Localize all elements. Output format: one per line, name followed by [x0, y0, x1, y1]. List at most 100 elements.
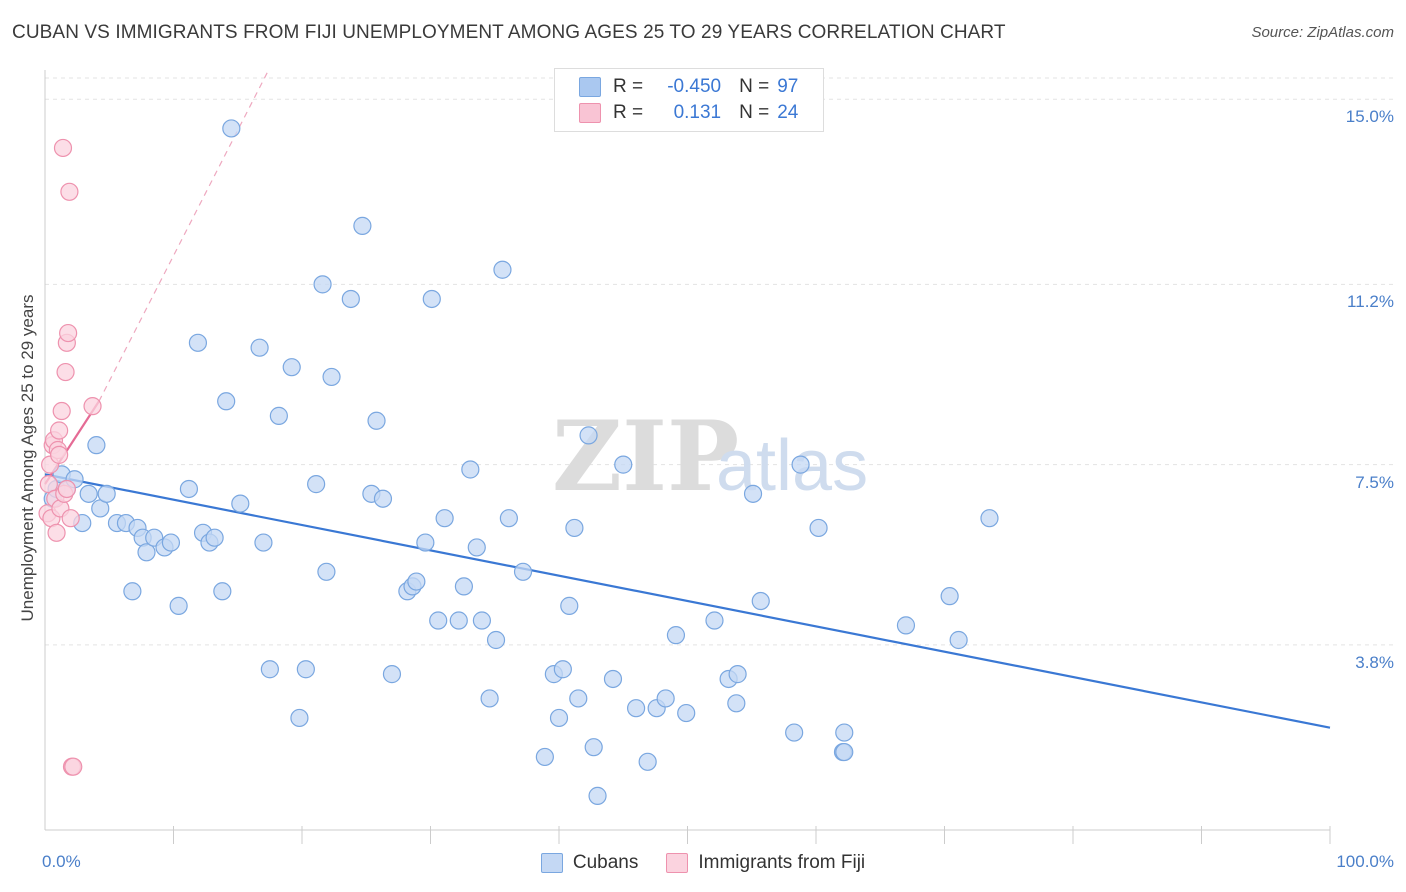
point-cubans: [407, 572, 426, 591]
correlation-legend: R = -0.450 N = 97 R = 0.131 N = 24: [554, 68, 824, 132]
point-cubans: [188, 333, 208, 352]
series-label-fiji: Immigrants from Fiji: [698, 852, 866, 873]
point-fiji: [83, 397, 102, 416]
legend-n-value: 97: [777, 76, 799, 97]
point-cubans: [727, 694, 746, 713]
point-cubans: [290, 708, 309, 728]
legend-n-label: N =: [739, 76, 770, 97]
point-cubans: [373, 489, 393, 508]
point-cubans: [499, 509, 518, 528]
point-cubans: [250, 338, 269, 357]
point-cubans: [461, 460, 480, 479]
legend-row-fiji: R = 0.131 N = 24: [579, 101, 798, 125]
point-cubans: [367, 411, 386, 430]
point-cubans: [213, 582, 232, 601]
point-cubans: [123, 582, 142, 601]
point-cubans: [296, 660, 315, 679]
point-fiji: [50, 445, 69, 464]
point-cubans: [949, 630, 968, 650]
point-cubans: [743, 484, 763, 503]
point-cubans: [317, 562, 336, 581]
point-cubans: [422, 289, 441, 309]
point-cubans: [626, 699, 646, 718]
point-cubans: [809, 518, 828, 538]
point-cubans: [449, 611, 468, 630]
point-cubans: [896, 616, 916, 635]
point-cubans: [656, 689, 675, 708]
watermark-zip: ZIP: [552, 400, 739, 513]
x-tick-label-max: 100.0%: [1336, 852, 1394, 871]
point-cubans: [569, 689, 588, 708]
point-cubans: [588, 786, 607, 805]
trendline-cubans: [44, 473, 1331, 729]
point-fiji: [61, 509, 80, 528]
axes: [44, 70, 1331, 844]
point-cubans: [791, 455, 810, 474]
series-label-cubans: Cubans: [572, 852, 639, 873]
point-cubans: [137, 543, 156, 562]
y-tick-label: 7.5%: [1355, 472, 1394, 492]
grid-lines: [45, 77, 1395, 646]
legend-swatch-cubans: [579, 77, 601, 97]
point-cubans: [666, 626, 686, 645]
point-cubans: [169, 596, 188, 615]
point-cubans: [79, 484, 98, 503]
point-cubans: [282, 358, 301, 377]
point-cubans: [269, 406, 288, 425]
point-cubans: [480, 689, 499, 708]
point-cubans: [217, 392, 236, 411]
series-legend: Cubans Immigrants from Fiji: [0, 852, 1406, 874]
point-cubans: [728, 665, 747, 684]
point-cubans: [584, 738, 603, 757]
point-cubans: [454, 577, 474, 596]
point-cubans: [751, 591, 770, 611]
point-cubans: [161, 533, 181, 552]
series-swatch-fiji: [666, 853, 689, 873]
point-cubans: [549, 708, 569, 728]
point-cubans: [179, 479, 199, 499]
point-cubans: [705, 611, 724, 630]
point-cubans: [638, 752, 657, 771]
point-cubans: [677, 703, 696, 723]
point-cubans: [493, 260, 512, 279]
point-cubans: [565, 518, 584, 538]
trendline-fiji: [98, 69, 270, 402]
point-fiji: [60, 182, 79, 201]
point-fiji: [50, 421, 69, 440]
series-swatch-cubans: [540, 853, 563, 873]
point-cubans: [614, 455, 633, 474]
point-cubans: [472, 611, 491, 630]
point-cubans: [307, 475, 326, 494]
legend-n-value: 24: [777, 102, 799, 123]
point-cubans: [467, 538, 486, 557]
legend-r-value: 0.131: [673, 102, 722, 123]
point-cubans: [97, 484, 116, 503]
point-cubans: [560, 596, 579, 615]
point-cubans: [254, 533, 273, 552]
legend-r-label: R =: [613, 102, 644, 123]
point-fiji: [47, 523, 66, 542]
point-fiji: [56, 362, 75, 382]
point-cubans: [579, 426, 598, 445]
point-cubans: [222, 119, 241, 138]
point-cubans: [382, 665, 402, 684]
series-legend-cubans[interactable]: Cubans: [540, 852, 639, 874]
y-axis-label: Unemployment Among Ages 25 to 29 years: [18, 294, 37, 622]
chart-title: CUBAN VS IMMIGRANTS FROM FIJI UNEMPLOYME…: [12, 22, 1006, 43]
x-tick-label-min: 0.0%: [42, 852, 81, 871]
y-tick-label: 11.2%: [1347, 292, 1394, 312]
point-cubans: [553, 660, 572, 679]
point-cubans: [513, 562, 533, 581]
y-tick-label: 3.8%: [1355, 652, 1394, 672]
point-fiji: [52, 401, 71, 421]
point-cubans: [785, 723, 804, 742]
series-legend-fiji[interactable]: Immigrants from Fiji: [666, 852, 865, 874]
point-cubans: [835, 723, 854, 742]
point-cubans: [429, 611, 448, 630]
point-cubans: [416, 533, 435, 552]
y-tick-label: 15.0%: [1345, 107, 1394, 127]
legend-swatch-fiji: [579, 103, 601, 123]
point-fiji: [57, 479, 76, 499]
